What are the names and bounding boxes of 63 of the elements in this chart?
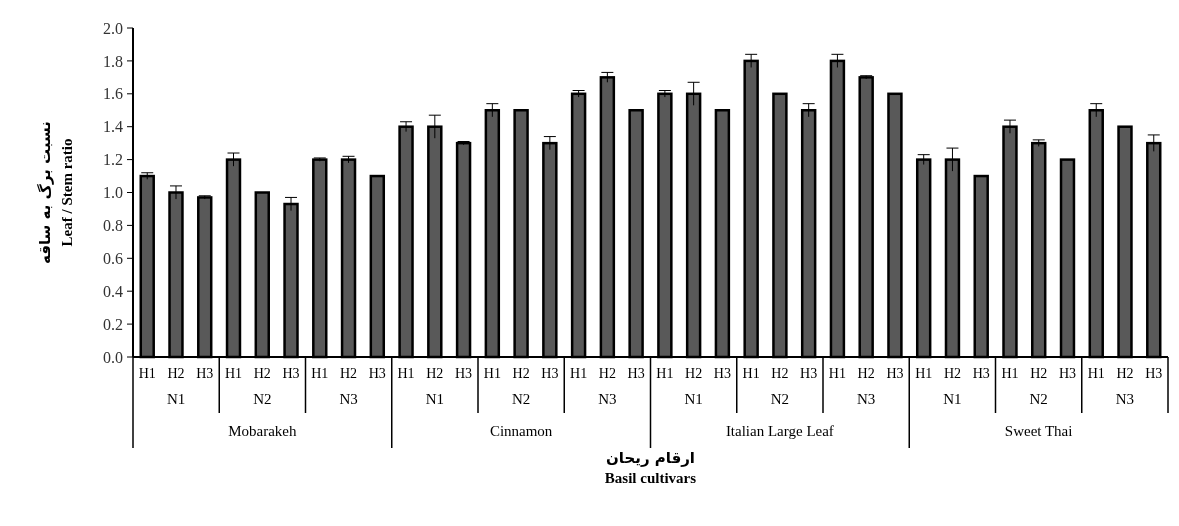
text: N2	[1029, 391, 1048, 407]
x-tick-label: H1	[311, 366, 329, 381]
text: N3	[856, 391, 876, 407]
text: N2	[253, 391, 272, 407]
x-tick-label: H1	[1001, 366, 1019, 381]
text: Cinnamon	[489, 423, 553, 439]
y-tick-label: 1.0	[103, 184, 123, 202]
text: N1	[166, 391, 186, 407]
x-tick-label: H2	[943, 366, 962, 381]
x-tick-label: H3	[1145, 366, 1163, 381]
text: Sweet Thai	[1004, 423, 1073, 439]
x-tick-label: H3	[541, 366, 559, 381]
x-tick-label: H2	[512, 366, 530, 381]
x-tick-label: H1	[742, 366, 760, 381]
x-tick-label: H2	[771, 366, 789, 381]
x-tick-label: H2	[167, 366, 185, 381]
x-tick-label: H2	[426, 366, 444, 381]
x-tick-label: H3	[972, 366, 990, 381]
x-tick-label: H1	[1087, 366, 1105, 381]
y-tick-label: 1.6	[103, 85, 123, 103]
x-tick-label: H1	[570, 366, 588, 381]
x-tick-label: H2	[685, 366, 703, 381]
y-tick-label: 1.2	[103, 151, 123, 169]
x-tick-label: H3	[627, 366, 645, 381]
text: N2	[770, 391, 790, 407]
y-tick-label: 2.0	[103, 19, 123, 37]
x-tick-label: H3	[886, 366, 904, 381]
x-tick-label: H1	[483, 366, 501, 381]
y-tick-label: 1.8	[103, 52, 123, 70]
x-tick-label: H2	[857, 366, 875, 381]
y-tick-label: 1.4	[103, 118, 123, 136]
text: N1	[943, 391, 962, 407]
text: N3	[339, 391, 358, 407]
y-tick-label: 0.8	[103, 217, 123, 234]
y-tick-label: 0.6	[103, 249, 123, 267]
x-tick-label: H1	[224, 366, 243, 381]
text: N2	[511, 391, 531, 407]
x-tick-label: H3	[282, 366, 300, 381]
y-tick-label: 0.4	[103, 282, 123, 300]
x-tick-label: H3	[800, 366, 818, 381]
x-tick-label: H3	[455, 366, 473, 381]
x-tick-label: H2	[253, 366, 271, 381]
text: N1	[425, 391, 445, 407]
x-tick-label: H3	[713, 366, 731, 381]
text: N1	[684, 391, 703, 407]
y-tick-label: 0.0	[103, 348, 123, 366]
x-tick-label: H3	[1058, 366, 1077, 381]
x-tick-label: H1	[397, 366, 415, 381]
text: Italian Large Leaf	[725, 423, 834, 439]
x-tick-label: H1	[828, 366, 846, 381]
x-tick-label: H2	[339, 366, 358, 381]
text: N3	[598, 391, 617, 407]
x-tick-label: H2	[598, 366, 616, 381]
x-tick-label: H3	[196, 366, 214, 381]
x-tick-label: H3	[368, 366, 386, 381]
text: N3	[1115, 391, 1135, 407]
y-tick-label: 0.2	[103, 315, 123, 333]
x-tick-label: H2	[1116, 366, 1134, 381]
x-tick-label: H1	[656, 366, 674, 381]
x-tick-label: H2	[1030, 366, 1048, 381]
x-tick-label: H1	[138, 366, 156, 381]
text: Mobarakeh	[228, 423, 298, 439]
x-tick-label: H1	[915, 366, 933, 381]
